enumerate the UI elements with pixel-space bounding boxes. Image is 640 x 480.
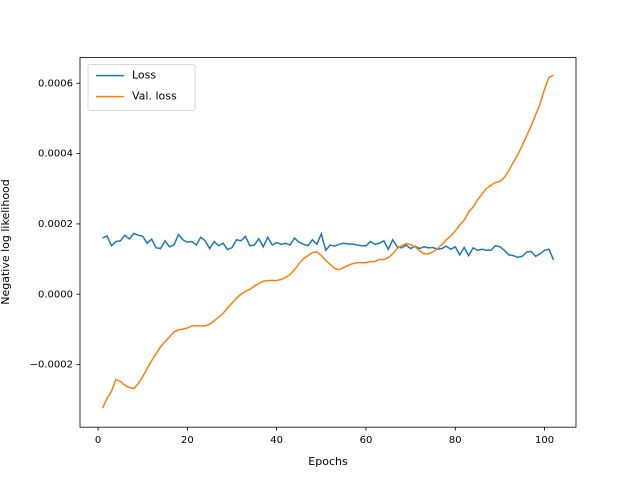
y-axis-label: Negative log likelihood <box>0 179 12 305</box>
y-tick-label: 0.0002 <box>38 219 73 230</box>
y-tick-label: 0.0006 <box>38 78 73 89</box>
line-series <box>101 74 554 409</box>
x-tick-label: 80 <box>449 435 462 446</box>
line-series <box>102 231 555 261</box>
x-tick-label: 100 <box>535 435 554 446</box>
y-tick-label: 0.0000 <box>38 289 73 300</box>
x-tick-label: 60 <box>360 435 373 446</box>
legend-label: Loss <box>132 69 156 82</box>
x-axis-label: Epochs <box>308 455 348 468</box>
legend-label: Val. loss <box>132 90 177 103</box>
x-tick-label: 40 <box>270 435 283 446</box>
y-tick-label: 0.0004 <box>38 149 73 160</box>
y-tick-label: −0.0002 <box>30 360 73 371</box>
x-tick-label: 20 <box>181 435 194 446</box>
plot-frame <box>79 57 577 428</box>
x-tick-label: 0 <box>95 435 101 446</box>
